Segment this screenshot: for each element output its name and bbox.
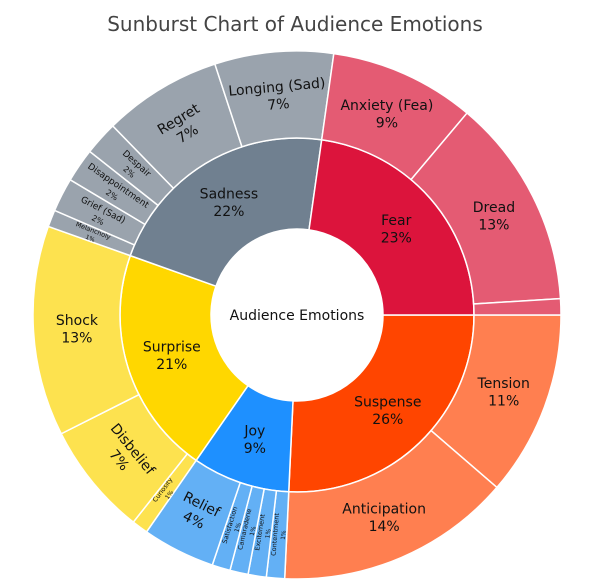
label-value: 1% <box>264 528 272 539</box>
label-name: Tension <box>477 376 530 392</box>
label-value: 21% <box>156 357 187 373</box>
label-name: Surprise <box>143 339 201 355</box>
center-circle <box>212 230 382 400</box>
label-name: Contentment <box>270 512 282 556</box>
label-value: 23% <box>381 230 412 246</box>
label-name: Anxiety (Fea) <box>340 98 433 114</box>
sector-unlabeled <box>472 297 562 316</box>
label-name: Suspense <box>354 394 421 410</box>
label-name: Fear <box>381 213 411 229</box>
label-suspense: Suspense 26% <box>354 394 421 428</box>
label-value: 9% <box>376 115 398 131</box>
label-value: 1% <box>280 530 288 540</box>
label-name: Anticipation <box>342 502 426 518</box>
label-value: 1% <box>249 525 258 536</box>
label-value: 14% <box>369 519 400 535</box>
label-name: Joy <box>243 424 265 440</box>
label-value: 11% <box>488 393 519 409</box>
label-value: 22% <box>213 204 244 220</box>
label-value: 13% <box>61 330 92 346</box>
label-value: 1% <box>164 489 175 501</box>
label-value: 9% <box>244 441 266 457</box>
label-name: Dread <box>473 200 515 216</box>
label-value: 1% <box>84 234 96 244</box>
label-name: Sadness <box>200 187 258 203</box>
label-value: 7% <box>267 96 291 114</box>
label-value: 26% <box>372 412 403 428</box>
label-anxiety-fea: Anxiety (Fea)9% <box>340 98 433 131</box>
label-surprise: Surprise 21% <box>143 339 201 373</box>
chart-title: Sunburst Chart of Audience Emotions <box>107 12 483 36</box>
label-value: 1% <box>234 522 244 533</box>
center-label: Audience Emotions <box>230 308 365 324</box>
label-name: Shock <box>56 313 99 329</box>
label-value: 13% <box>478 217 509 233</box>
